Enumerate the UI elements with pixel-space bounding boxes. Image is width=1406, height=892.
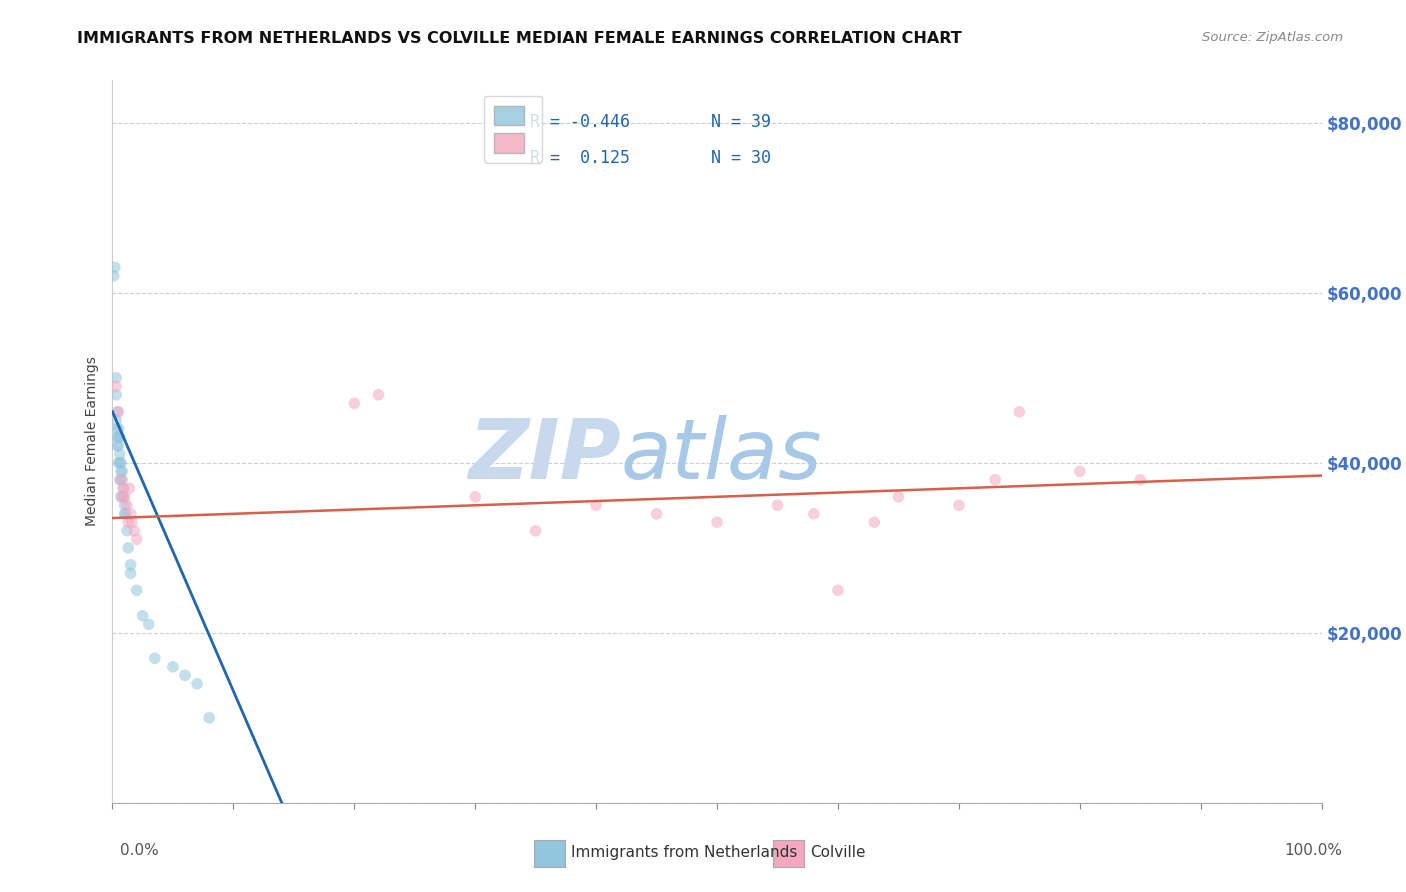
- Point: [111, 473, 134, 487]
- Point: [114, 507, 136, 521]
- Text: 100.0%: 100.0%: [1285, 843, 1343, 858]
- Point: [114, 498, 136, 512]
- Point: [162, 660, 184, 674]
- Point: [108, 430, 131, 444]
- Text: IMMIGRANTS FROM NETHERLANDS VS COLVILLE MEDIAN FEMALE EARNINGS CORRELATION CHART: IMMIGRANTS FROM NETHERLANDS VS COLVILLE …: [77, 31, 962, 46]
- Point: [110, 490, 132, 504]
- Point: [105, 379, 128, 393]
- Legend: , : ,: [484, 95, 541, 162]
- Point: [948, 498, 970, 512]
- Point: [464, 490, 486, 504]
- Point: [104, 260, 127, 275]
- Point: [103, 268, 125, 283]
- Point: [115, 498, 138, 512]
- Text: ZIP: ZIP: [468, 416, 620, 497]
- Point: [174, 668, 197, 682]
- Point: [122, 524, 145, 538]
- Point: [121, 516, 143, 530]
- Point: [1008, 405, 1031, 419]
- Point: [343, 396, 366, 410]
- Point: [120, 507, 142, 521]
- Text: Immigrants from Netherlands: Immigrants from Netherlands: [571, 846, 797, 860]
- Point: [105, 371, 128, 385]
- Point: [827, 583, 849, 598]
- Point: [766, 498, 789, 512]
- Point: [706, 516, 728, 530]
- Point: [112, 481, 135, 495]
- Point: [111, 464, 134, 478]
- Text: N = 30: N = 30: [711, 149, 770, 167]
- Point: [524, 524, 547, 538]
- Point: [105, 430, 128, 444]
- Text: R =  0.125: R = 0.125: [530, 149, 630, 167]
- Point: [120, 566, 142, 581]
- Point: [645, 507, 668, 521]
- Point: [108, 473, 131, 487]
- Point: [863, 516, 886, 530]
- Point: [367, 388, 389, 402]
- Point: [105, 405, 128, 419]
- Point: [115, 524, 138, 538]
- Point: [107, 422, 129, 436]
- Point: [118, 481, 141, 495]
- Point: [105, 413, 128, 427]
- Point: [110, 464, 132, 478]
- Point: [114, 490, 136, 504]
- Point: [1129, 473, 1152, 487]
- Point: [138, 617, 160, 632]
- Point: [117, 541, 139, 555]
- Point: [110, 456, 132, 470]
- Y-axis label: Median Female Earnings: Median Female Earnings: [86, 357, 100, 526]
- Point: [105, 388, 128, 402]
- Point: [803, 507, 825, 521]
- Point: [110, 473, 132, 487]
- Point: [887, 490, 910, 504]
- Text: Colville: Colville: [810, 846, 865, 860]
- Text: 0.0%: 0.0%: [120, 843, 159, 858]
- Text: R = -0.446: R = -0.446: [530, 112, 630, 131]
- Point: [112, 481, 135, 495]
- Text: N = 39: N = 39: [711, 112, 770, 131]
- Point: [107, 430, 129, 444]
- Point: [143, 651, 166, 665]
- Point: [125, 583, 148, 598]
- Point: [1069, 464, 1091, 478]
- Text: Source: ZipAtlas.com: Source: ZipAtlas.com: [1202, 31, 1343, 45]
- Point: [107, 439, 129, 453]
- Point: [108, 447, 131, 461]
- Point: [107, 405, 129, 419]
- Point: [984, 473, 1007, 487]
- Point: [198, 711, 221, 725]
- Point: [108, 456, 131, 470]
- Point: [107, 456, 129, 470]
- Point: [186, 677, 208, 691]
- Point: [132, 608, 155, 623]
- Point: [125, 533, 148, 547]
- Point: [585, 498, 607, 512]
- Point: [105, 439, 128, 453]
- Point: [112, 490, 135, 504]
- Text: atlas: atlas: [620, 416, 823, 497]
- Point: [120, 558, 142, 572]
- Point: [111, 490, 134, 504]
- Point: [117, 516, 139, 530]
- Point: [105, 422, 128, 436]
- Point: [114, 507, 136, 521]
